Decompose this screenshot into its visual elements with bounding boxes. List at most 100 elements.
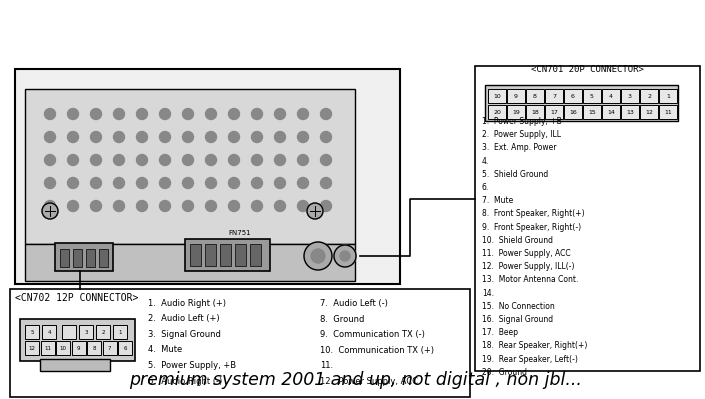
- Text: 2.  Power Supply, ILL: 2. Power Supply, ILL: [482, 130, 561, 139]
- Circle shape: [114, 178, 125, 188]
- Circle shape: [159, 109, 171, 119]
- Circle shape: [44, 154, 56, 166]
- Text: 8: 8: [92, 346, 96, 350]
- Text: 16: 16: [569, 109, 577, 115]
- Bar: [40, 359, 110, 371]
- Text: 1: 1: [666, 93, 670, 99]
- Text: 2.  Audio Left (+): 2. Audio Left (+): [148, 314, 220, 324]
- Circle shape: [274, 201, 286, 211]
- Circle shape: [321, 178, 331, 188]
- Circle shape: [298, 132, 309, 142]
- Bar: [488, 105, 506, 119]
- Text: 4: 4: [609, 93, 613, 99]
- Bar: [99, 249, 108, 267]
- Bar: [15, 69, 400, 284]
- Text: 9: 9: [514, 93, 518, 99]
- Bar: [220, 244, 231, 266]
- Text: 10: 10: [493, 93, 501, 99]
- Text: 15: 15: [588, 109, 596, 115]
- Circle shape: [114, 132, 125, 142]
- Text: 11.  Power Supply, ACC: 11. Power Supply, ACC: [482, 249, 570, 258]
- Text: 20: 20: [493, 109, 501, 115]
- Circle shape: [42, 203, 58, 219]
- Circle shape: [159, 201, 171, 211]
- Circle shape: [114, 154, 125, 166]
- Bar: [485, 85, 678, 121]
- Text: 6.  Audio Right (-): 6. Audio Right (-): [148, 377, 222, 385]
- Bar: [621, 89, 639, 103]
- Text: 5.  Power Supply, +B: 5. Power Supply, +B: [148, 361, 236, 370]
- Circle shape: [90, 154, 102, 166]
- Text: premium system 2001 and up, not digital , non jbl...: premium system 2001 and up, not digital …: [128, 371, 582, 389]
- Text: 19: 19: [512, 109, 520, 115]
- Circle shape: [321, 201, 331, 211]
- Bar: [102, 341, 116, 355]
- Text: 1.  Audio Right (+): 1. Audio Right (+): [148, 299, 226, 308]
- Bar: [621, 105, 639, 119]
- Circle shape: [274, 132, 286, 142]
- Bar: [507, 89, 525, 103]
- Bar: [488, 89, 506, 103]
- Circle shape: [183, 154, 193, 166]
- Bar: [63, 325, 76, 339]
- Circle shape: [68, 201, 78, 211]
- Circle shape: [90, 201, 102, 211]
- Circle shape: [137, 132, 147, 142]
- Circle shape: [90, 178, 102, 188]
- Bar: [25, 325, 39, 339]
- Circle shape: [307, 203, 323, 219]
- Bar: [602, 89, 620, 103]
- Text: 6: 6: [571, 93, 575, 99]
- Circle shape: [252, 132, 262, 142]
- Circle shape: [183, 109, 193, 119]
- Bar: [25, 341, 39, 355]
- Bar: [86, 249, 95, 267]
- Text: 2: 2: [647, 93, 651, 99]
- Bar: [190, 244, 201, 266]
- Bar: [40, 341, 54, 355]
- Bar: [526, 105, 544, 119]
- Bar: [545, 105, 563, 119]
- Text: 6: 6: [123, 346, 127, 350]
- Bar: [60, 249, 69, 267]
- Text: 14.: 14.: [482, 288, 494, 298]
- Text: 20.  Ground: 20. Ground: [482, 368, 527, 377]
- Text: 8: 8: [533, 93, 537, 99]
- Bar: [659, 89, 677, 103]
- Circle shape: [183, 201, 193, 211]
- Bar: [97, 325, 111, 339]
- Bar: [73, 249, 82, 267]
- Text: 17.  Beep: 17. Beep: [482, 328, 518, 337]
- Circle shape: [298, 201, 309, 211]
- Text: 8.  Ground: 8. Ground: [320, 314, 364, 324]
- Circle shape: [114, 201, 125, 211]
- Bar: [475, 66, 700, 371]
- Text: 7.  Audio Left (-): 7. Audio Left (-): [320, 299, 388, 308]
- Circle shape: [114, 109, 125, 119]
- Circle shape: [159, 178, 171, 188]
- Circle shape: [321, 109, 331, 119]
- Text: 9.  Communication TX (-): 9. Communication TX (-): [320, 330, 425, 339]
- Circle shape: [159, 154, 171, 166]
- Text: 10.  Communication TX (+): 10. Communication TX (+): [320, 346, 434, 354]
- Text: 11: 11: [44, 346, 51, 350]
- Bar: [583, 89, 601, 103]
- Bar: [205, 244, 216, 266]
- Circle shape: [90, 109, 102, 119]
- Text: 12: 12: [28, 346, 35, 350]
- Circle shape: [68, 132, 78, 142]
- Circle shape: [252, 154, 262, 166]
- Text: 4: 4: [47, 330, 51, 334]
- Text: 5: 5: [590, 93, 594, 99]
- Circle shape: [137, 201, 147, 211]
- Circle shape: [298, 178, 309, 188]
- Text: 5: 5: [30, 330, 34, 334]
- Bar: [80, 325, 93, 339]
- Text: 7: 7: [108, 346, 111, 350]
- Text: 2: 2: [102, 330, 105, 334]
- Text: 10.  Shield Ground: 10. Shield Ground: [482, 236, 553, 245]
- Circle shape: [205, 154, 216, 166]
- Bar: [640, 105, 658, 119]
- Circle shape: [311, 249, 325, 263]
- Text: 3: 3: [85, 330, 88, 334]
